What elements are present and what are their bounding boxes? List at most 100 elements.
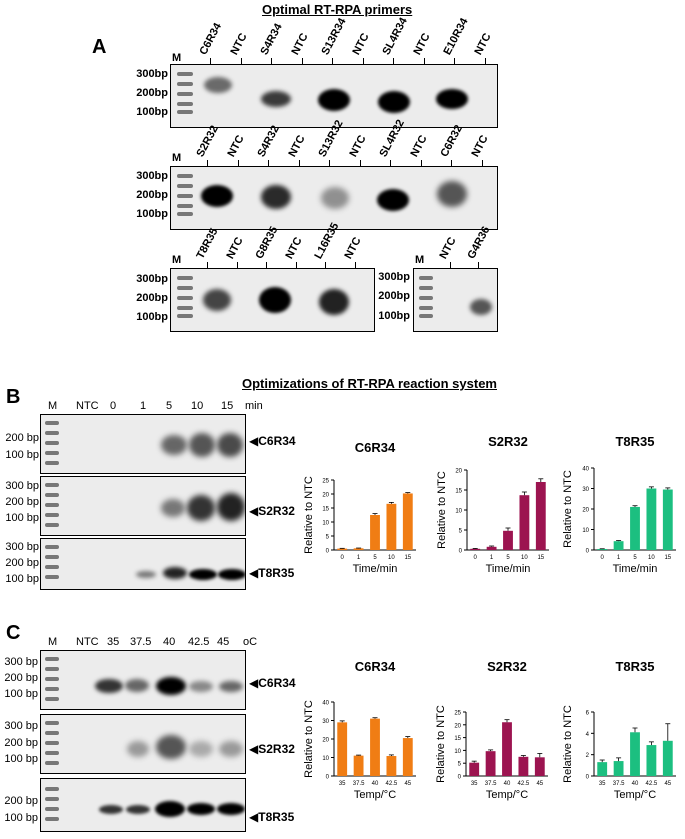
lane-header-label: NTC bbox=[76, 636, 99, 648]
x-tick-label: 15 bbox=[404, 555, 411, 561]
bar bbox=[402, 493, 413, 550]
x-tick-label: 42.5 bbox=[646, 781, 658, 787]
lane-tick bbox=[295, 262, 297, 268]
size-200bp-3: 200bp bbox=[136, 292, 168, 304]
lane-tick bbox=[484, 58, 486, 64]
y-tick-label: 25 bbox=[454, 711, 461, 717]
lane-header-label: 1 bbox=[140, 400, 147, 412]
lane-tick bbox=[420, 160, 422, 166]
b-size-100bp-2: 100 bp bbox=[5, 512, 39, 524]
x-tick-label: 35 bbox=[471, 781, 478, 787]
bar bbox=[353, 755, 364, 776]
b-size-300bp-3: 300 bp bbox=[5, 541, 39, 553]
bar bbox=[337, 722, 348, 776]
lane-tick bbox=[450, 262, 451, 268]
y-tick-label: 20 bbox=[455, 469, 462, 475]
bar bbox=[486, 546, 497, 550]
x-tick-label: 0 bbox=[341, 555, 345, 561]
bar bbox=[503, 530, 513, 550]
size-100bp-2: 100bp bbox=[136, 208, 168, 220]
lane-tick bbox=[325, 262, 326, 268]
x-tick-label: 35 bbox=[599, 781, 606, 787]
y-tick-label: 0 bbox=[586, 549, 590, 555]
bar bbox=[646, 745, 657, 776]
b-label-t8r35: ◀T8R35 bbox=[249, 566, 295, 580]
x-tick-label: 40 bbox=[632, 781, 639, 787]
size-300bp-4: 300bp bbox=[378, 271, 410, 283]
lane-tick bbox=[359, 160, 361, 166]
lane-header-label: oC bbox=[243, 636, 258, 648]
bar bbox=[646, 488, 657, 550]
gel-image-3 bbox=[170, 268, 375, 332]
c-label-t8r35: ◀T8R35 bbox=[249, 810, 295, 824]
b-label-s2r32: ◀S2R32 bbox=[249, 504, 295, 518]
y-tick-label: 10 bbox=[582, 528, 589, 534]
c-size-200bp-3: 200 bp bbox=[4, 795, 38, 807]
x-tick-label: 15 bbox=[664, 555, 671, 561]
y-tick-label: 5 bbox=[459, 529, 463, 535]
x-axis-label: Time/min bbox=[613, 563, 658, 575]
lane-header-label: 45 bbox=[217, 636, 230, 648]
lane-tick bbox=[481, 160, 483, 166]
x-axis-label: Temp/°C bbox=[614, 789, 656, 801]
x-tick-label: 5 bbox=[633, 555, 637, 561]
gel-b-t8r35 bbox=[40, 538, 246, 590]
x-tick-label: 45 bbox=[404, 781, 411, 787]
y-tick-label: 30 bbox=[322, 719, 329, 725]
marker-label: M bbox=[172, 52, 182, 64]
bar bbox=[502, 722, 512, 776]
lane-tick bbox=[478, 262, 479, 268]
panel-c-letter: C bbox=[6, 622, 21, 644]
gel-image-1 bbox=[170, 64, 498, 128]
chart-title: C6R34 bbox=[355, 440, 396, 455]
size-100bp-4: 100bp bbox=[378, 310, 410, 322]
size-300bp-2: 300bp bbox=[136, 170, 168, 182]
x-tick-label: 35 bbox=[339, 781, 346, 787]
bar bbox=[597, 762, 608, 776]
bar bbox=[337, 548, 348, 550]
y-tick-label: 0 bbox=[326, 549, 330, 555]
y-tick-label: 0 bbox=[459, 549, 463, 555]
lane-header-label: 15 bbox=[221, 400, 234, 412]
lane-tick bbox=[266, 262, 267, 268]
x-tick-label: 1 bbox=[490, 555, 494, 561]
c-size-100bp-2: 100 bp bbox=[4, 753, 38, 765]
lane-tick bbox=[393, 58, 394, 64]
y-tick-label: 10 bbox=[455, 509, 462, 515]
x-tick-label: 37.5 bbox=[353, 781, 365, 787]
x-axis-label: Time/min bbox=[353, 563, 398, 575]
bar bbox=[470, 548, 481, 550]
chart-title: C6R34 bbox=[355, 659, 396, 674]
x-tick-label: 0 bbox=[601, 555, 605, 561]
marker-label-2: M bbox=[172, 152, 182, 164]
gel-c-s2r32 bbox=[40, 714, 246, 774]
panel-b-title: Optimizations of RT-RPA reaction system bbox=[242, 376, 497, 391]
lane-tick bbox=[454, 58, 455, 64]
lane-tick bbox=[332, 58, 333, 64]
lane-tick bbox=[268, 160, 269, 166]
x-tick-label: 10 bbox=[648, 555, 655, 561]
y-tick-label: 15 bbox=[322, 507, 329, 513]
x-tick-label: 1 bbox=[357, 555, 361, 561]
panel-b-letter: B bbox=[6, 386, 21, 408]
x-axis-label: Temp/°C bbox=[354, 789, 396, 801]
y-tick-label: 0 bbox=[586, 775, 590, 781]
y-tick-label: 10 bbox=[322, 756, 329, 762]
c-size-100bp-3: 100 bp bbox=[4, 812, 38, 824]
bar bbox=[613, 761, 624, 776]
size-300bp: 300bp bbox=[136, 68, 168, 80]
y-tick-label: 10 bbox=[322, 521, 329, 527]
bar bbox=[386, 756, 397, 776]
y-axis-label: Relative to NTC bbox=[435, 705, 447, 783]
c-label-s2r32: ◀S2R32 bbox=[249, 742, 295, 756]
b-size-200bp: 200 bp bbox=[5, 432, 39, 444]
lane-tick bbox=[362, 58, 364, 64]
gel-b-c6r34 bbox=[40, 414, 246, 474]
bar bbox=[535, 482, 546, 550]
x-tick-label: 10 bbox=[521, 555, 528, 561]
bar bbox=[370, 718, 380, 776]
y-tick-label: 0 bbox=[326, 775, 330, 781]
lane-header-label: 42.5 bbox=[188, 636, 210, 648]
bar bbox=[370, 515, 380, 550]
